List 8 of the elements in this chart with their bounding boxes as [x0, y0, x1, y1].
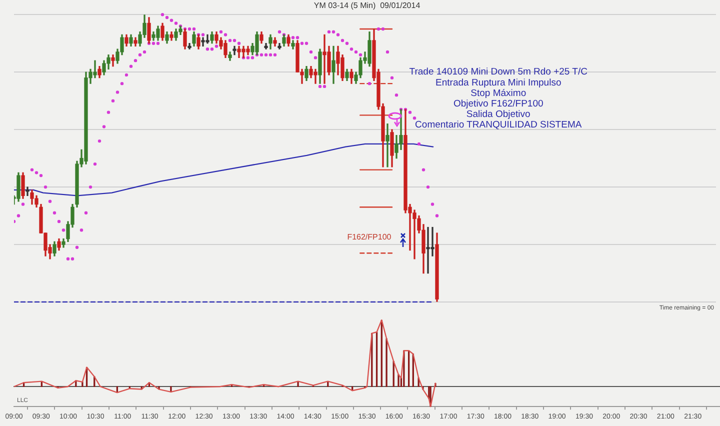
- annotation: Comentario TRANQUILIDAD SISTEMA: [415, 120, 582, 131]
- annotation: Stop Máximo: [470, 88, 526, 99]
- annotation: Trade 140109 Mini Down 5m Rdo +25 T/C: [409, 66, 588, 78]
- chart-title: YM 03-14 (5 Min) 09/01/2014: [314, 1, 421, 10]
- annotation: Salida Objetivo: [466, 109, 530, 120]
- annotation: Entrada Ruptura Mini Impulso: [436, 77, 562, 88]
- annotation: Objetivo F162/FP100: [453, 98, 544, 110]
- annotation: F162/FP100: [347, 232, 392, 242]
